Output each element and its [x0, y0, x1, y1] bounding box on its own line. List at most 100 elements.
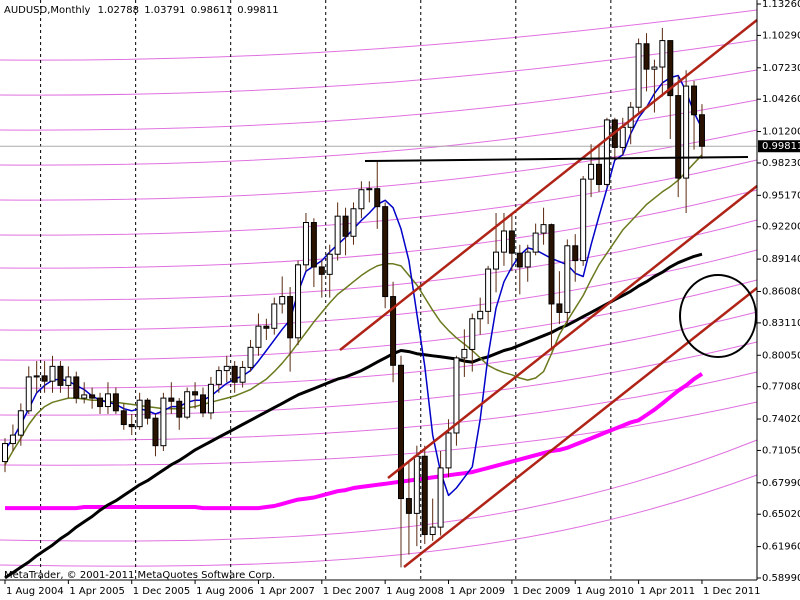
x-tick-label: 1 Apr 2005: [69, 586, 124, 597]
support-line: [364, 156, 749, 162]
candle-body: [461, 348, 468, 359]
axis-labels: 1.13260 1.10290 1.07230 1.04260 1.01200 0.982…: [4, 0, 800, 597]
symbol: AUDUSD,Monthly: [4, 5, 91, 16]
y-tick-label: 0.74020: [762, 414, 800, 425]
x-tick-label: 1 Apr 2007: [259, 586, 314, 597]
candle-body: [564, 245, 571, 313]
x-tick-label: 1 Aug 2008: [386, 586, 444, 597]
candle-body: [588, 163, 595, 180]
candle-body: [675, 95, 682, 179]
y-tick-label: 0.65020: [762, 509, 800, 520]
candle-body: [477, 310, 484, 320]
candle-body: [65, 376, 72, 386]
x-tick-label: 1 Dec 2011: [703, 586, 761, 597]
candle-body: [413, 455, 420, 514]
candle-body: [104, 393, 111, 408]
highlight-circle: [679, 274, 757, 358]
envelope-line: [0, 69, 758, 131]
x-tick-label: 1 Dec 2005: [133, 586, 191, 597]
x-tick-label: 1 Dec 2009: [513, 586, 571, 597]
candle-body: [247, 346, 254, 368]
envelope-line: [0, 39, 758, 96]
candle-body: [405, 498, 412, 514]
candle-body: [342, 215, 349, 237]
candle-body: [192, 391, 199, 396]
candle-body: [136, 399, 143, 428]
candle-body: [176, 400, 183, 418]
candle-body: [524, 251, 531, 268]
candle-body: [390, 296, 397, 366]
candle-body: [223, 365, 230, 372]
chart-title: AUDUSD,Monthly 1.02788 1.03791 0.98611 0…: [4, 5, 279, 16]
envelope-line: [0, 129, 758, 201]
grid: [0, 0, 757, 580]
candle-body: [144, 399, 151, 419]
ohlc-high: 1.03791: [144, 5, 185, 16]
candle-body: [263, 325, 270, 329]
candle-body: [500, 230, 507, 253]
candle-body: [453, 357, 460, 434]
y-tick-label: 0.98230: [762, 158, 800, 169]
envelope-line: [0, 9, 758, 61]
candle-body: [160, 397, 167, 447]
candle-body: [184, 391, 191, 418]
y-tick-label: 0.86080: [762, 286, 800, 297]
candle-body: [445, 432, 452, 469]
envelope-line: [0, 279, 758, 361]
candle-body: [659, 40, 666, 68]
candle-body: [310, 222, 317, 268]
y-tick-label: 0.61960: [762, 542, 800, 553]
candle-body: [429, 526, 436, 536]
candle-body: [635, 43, 642, 108]
ohlc-low: 0.98611: [191, 5, 232, 16]
current-price-label: 0.99811: [762, 141, 800, 152]
candle-body: [112, 393, 119, 412]
current-price-box: [758, 140, 800, 153]
y-tick-label: 0.83110: [762, 318, 800, 329]
candle-body: [508, 230, 515, 254]
candle-body: [295, 264, 302, 339]
candle-body: [437, 467, 444, 528]
candle-body: [326, 253, 333, 275]
x-tick-label: 1 Aug 2010: [576, 586, 634, 597]
y-tick-label: 0.95170: [762, 190, 800, 201]
candle-body: [2, 443, 8, 463]
candle-body: [255, 325, 262, 348]
candle-body: [469, 318, 476, 350]
candle-body: [81, 394, 88, 399]
candle-body: [532, 232, 539, 253]
candle-body: [49, 365, 56, 382]
channel-line: [403, 287, 758, 568]
candle-body: [556, 303, 563, 313]
y-tick-label: 0.71050: [762, 445, 800, 456]
channel-line: [387, 185, 758, 479]
envelope-line: [0, 189, 758, 269]
x-tick-label: 1 Apr 2009: [450, 586, 505, 597]
y-tick-label: 0.80050: [762, 350, 800, 361]
candle-body: [302, 222, 309, 266]
candles: [2, 27, 705, 568]
candle-body: [73, 376, 80, 399]
envelope-line: [0, 474, 758, 567]
candle-body: [152, 417, 159, 447]
candle-body: [580, 178, 587, 262]
y-tick-label: 0.77080: [762, 382, 800, 393]
candle-body: [548, 224, 555, 305]
y-tick-label: 0.89140: [762, 254, 800, 265]
candle-body: [89, 394, 96, 399]
candle-body: [231, 365, 238, 383]
x-tick-label: 1 Aug 2004: [6, 586, 64, 597]
ohlc-open: 1.02788: [98, 5, 139, 16]
candle-body: [683, 85, 690, 179]
candle-body: [596, 163, 602, 185]
candle-body: [334, 215, 341, 255]
ohlc-close: 0.99811: [237, 5, 278, 16]
candle-body: [17, 410, 24, 436]
candle-body: [651, 66, 658, 70]
candle-body: [540, 224, 547, 234]
candle-body: [97, 397, 104, 408]
candle-body: [374, 188, 381, 208]
